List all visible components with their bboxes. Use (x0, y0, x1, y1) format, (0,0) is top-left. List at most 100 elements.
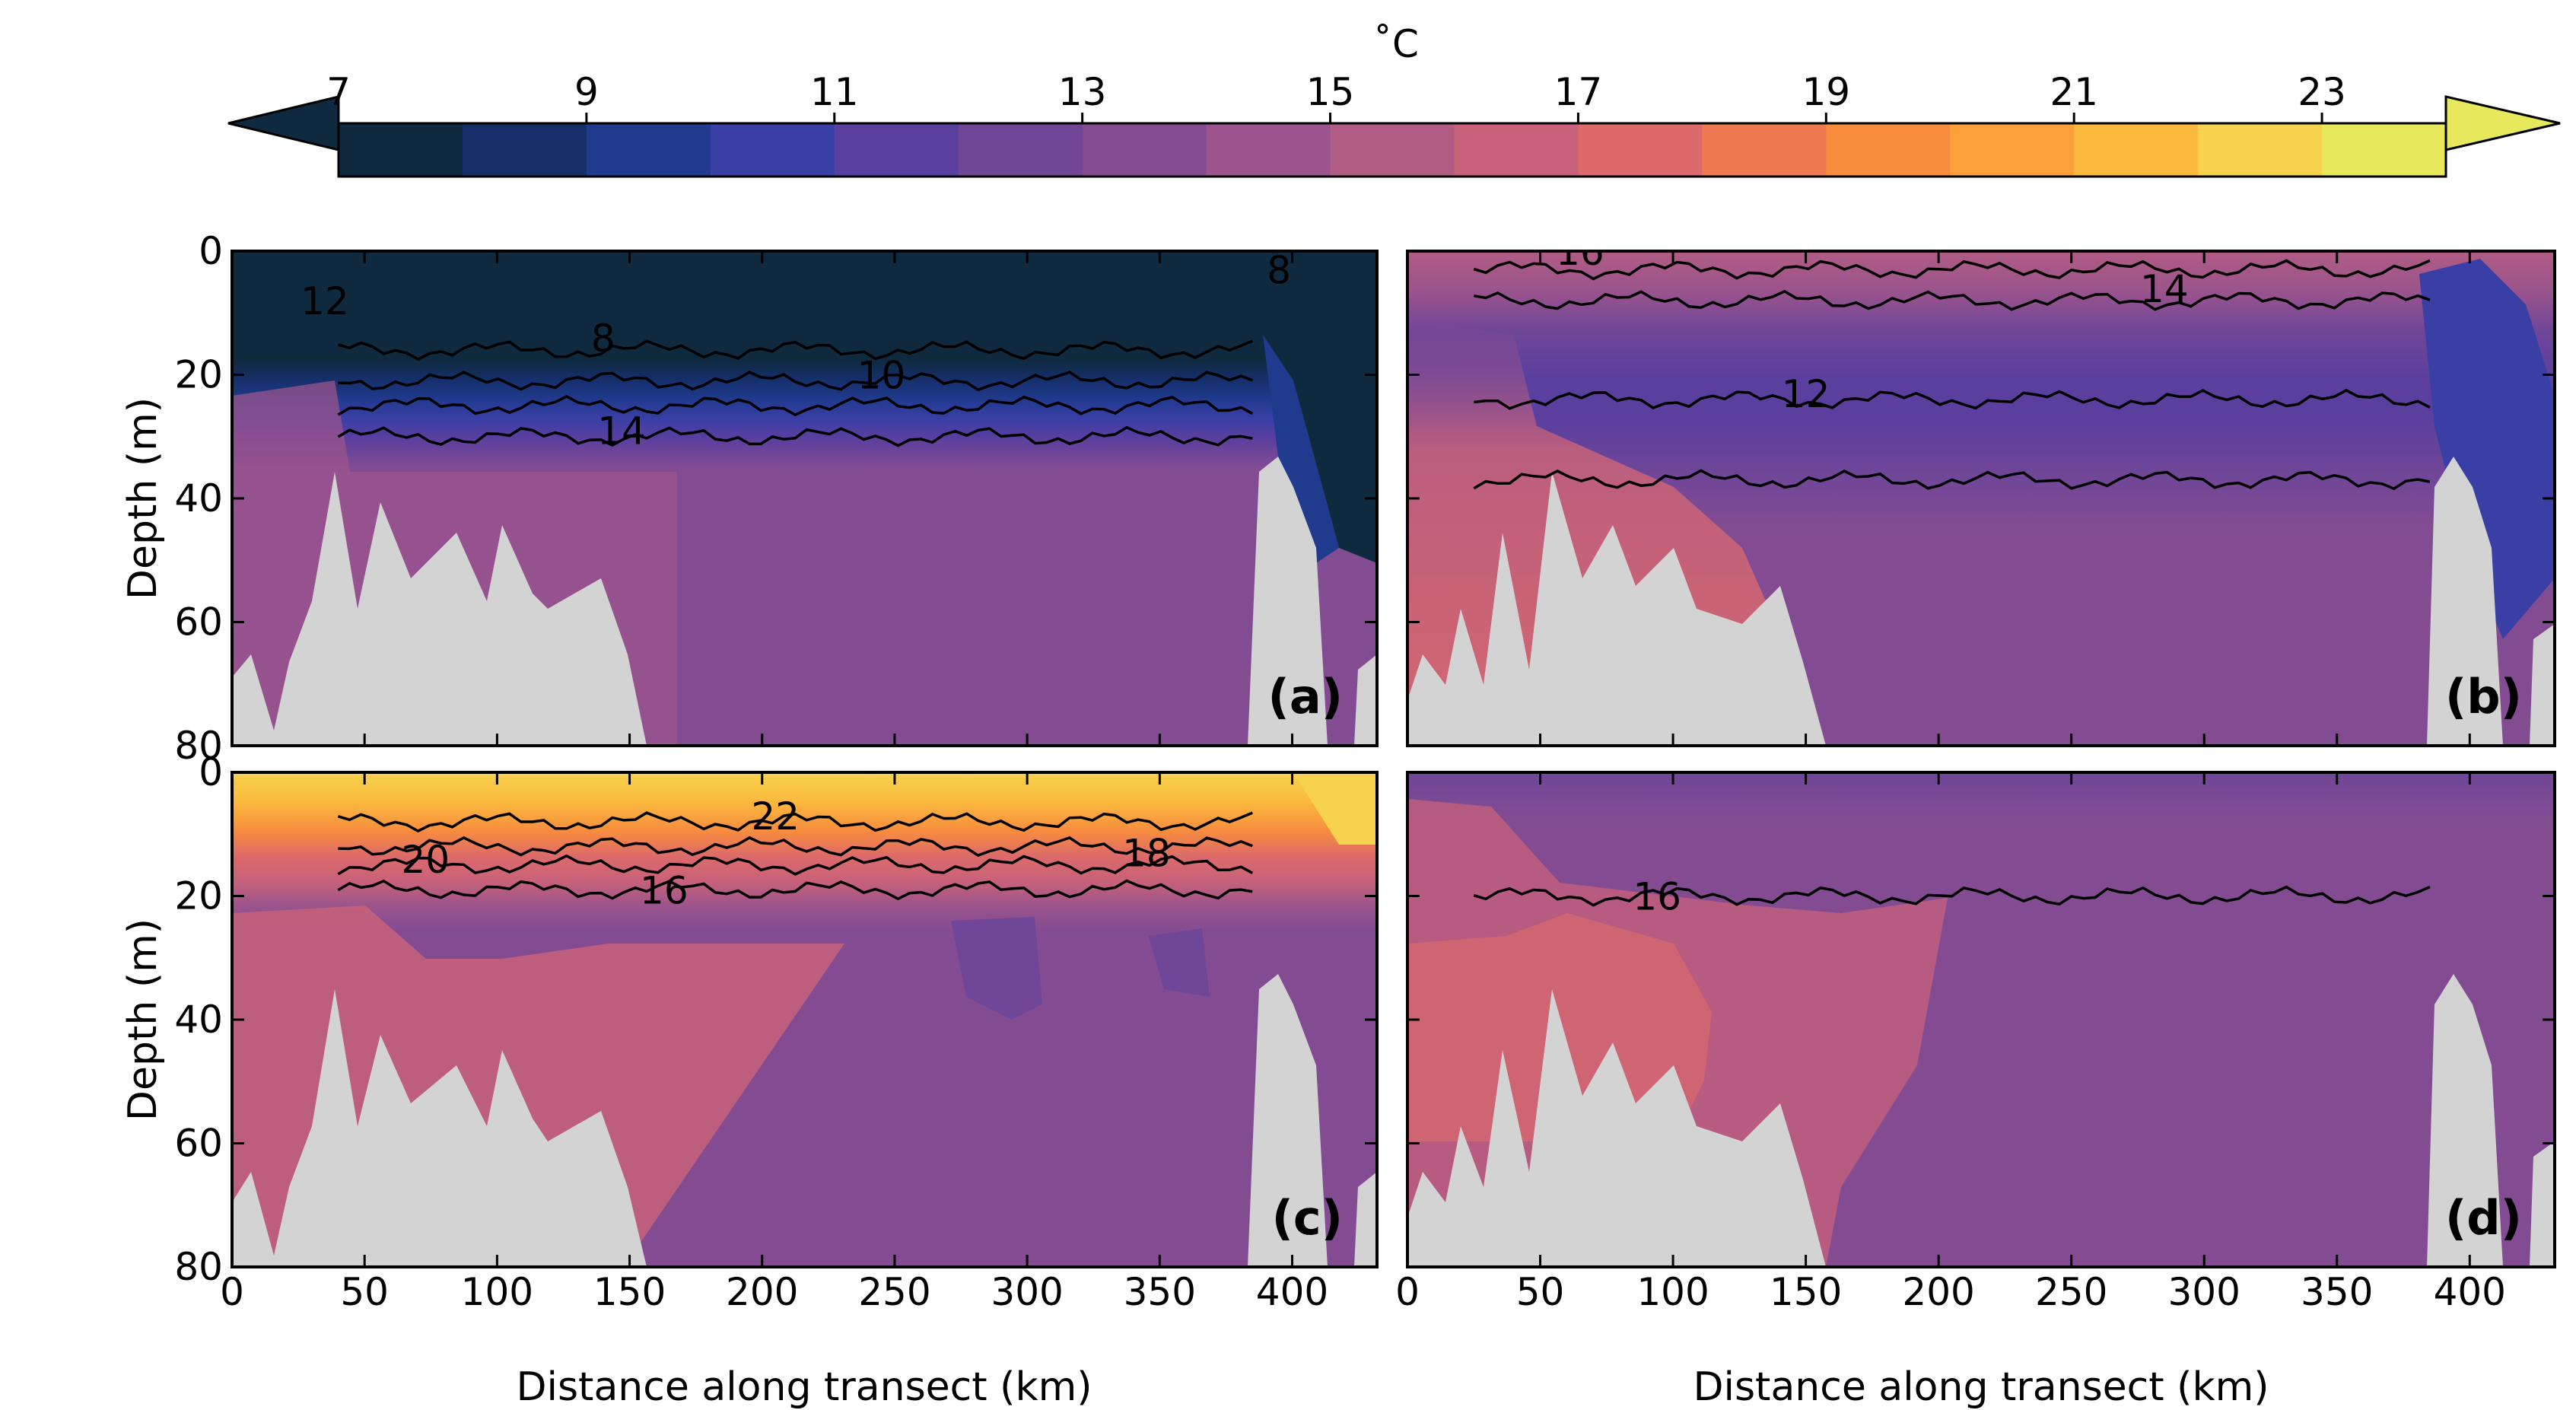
x-tick-label: 100 (1636, 1270, 1709, 1314)
panel-d: 16 (1407, 772, 2555, 1267)
x-tick-label: 350 (1124, 1270, 1196, 1314)
x-tick-label: 300 (2168, 1270, 2240, 1314)
contour-line (338, 371, 1253, 392)
panel-a: 12 8 10 14 8 (232, 248, 1377, 746)
contour-line (337, 854, 1254, 876)
contour-label: 16 (1556, 230, 1604, 274)
panel-d-contours: 16 (1473, 875, 2431, 919)
colorbar-cells (337, 122, 2447, 178)
contour-label: 18 (1122, 832, 1171, 876)
colorbar-tick-label: 9 (574, 70, 599, 114)
contour-line (337, 811, 1253, 833)
colorbar-tick-label: 11 (810, 70, 859, 114)
panel-c-seafloor-slope (1248, 974, 1328, 1267)
colorbar-cell (1950, 123, 2075, 177)
contour-line (338, 835, 1253, 858)
panel-b: 16 14 12 (1407, 230, 2555, 746)
colorbar-cell (462, 123, 587, 177)
contour-line (1474, 388, 2431, 410)
y-tick-label: 80 (174, 1245, 223, 1289)
contour-label: 22 (751, 794, 800, 839)
panel-b-seafloor-slope (2427, 457, 2503, 746)
colorbar-cell (339, 123, 463, 177)
panel-c-contours: 22 20 18 16 (337, 794, 1254, 912)
colorbar-cell (586, 123, 711, 177)
panel-a-contours: 12 8 10 14 8 (301, 248, 1291, 454)
colorbar-cell (1826, 123, 1951, 177)
panel-d-seafloor-edge (2530, 1141, 2555, 1267)
colorbar-ticks: 7 9 11 13 15 17 19 21 23 (326, 70, 2346, 123)
colorbar-tick-label: 19 (1802, 70, 1850, 114)
colorbar-cell (2322, 123, 2447, 177)
x-tick-label: 150 (593, 1270, 666, 1314)
panel-d-label: (d) (2445, 1190, 2522, 1246)
colorbar-tick-label: 13 (1058, 70, 1107, 114)
x-tick-label: 200 (726, 1270, 798, 1314)
y-tick-label: 40 (174, 476, 223, 520)
x-tick-label: 150 (1770, 1270, 1842, 1314)
y-axis-label-bottom: Depth (m) (120, 918, 166, 1121)
colorbar-cell (1082, 123, 1207, 177)
panel-b-seafloor-shelf (1407, 472, 1826, 746)
y-tick-label: 40 (174, 998, 223, 1042)
contour-line (1473, 259, 2431, 281)
colorbar-tick-label: 15 (1306, 70, 1355, 114)
x-tick-label: 300 (991, 1270, 1063, 1314)
colorbar-cell (834, 123, 959, 177)
colorbar-tick-label: 23 (2298, 70, 2346, 114)
contour-label: 12 (301, 279, 349, 323)
panel-c-cold-patch-2 (1149, 928, 1210, 997)
colorbar-tick-label: 17 (1554, 70, 1603, 114)
panel-a-cold-slope-2 (1263, 335, 1339, 578)
contour-label: 10 (857, 354, 906, 398)
contour-line (1473, 469, 2431, 491)
panel-b-seafloor-edge (2530, 624, 2555, 746)
x-tick-label: 100 (461, 1270, 533, 1314)
y-axis-label-top: Depth (m) (120, 397, 166, 600)
panel-c-cold-patch-1 (951, 917, 1042, 1020)
colorbar-cell (1206, 123, 1331, 177)
colorbar-extend-low (227, 95, 340, 151)
panel-a-seafloor-edge (1354, 654, 1377, 746)
colorbar-cell (958, 123, 1083, 177)
panel-d-seafloor-shelf (1407, 989, 1826, 1267)
contour-line (337, 425, 1253, 447)
panel-c-warm-edge (1293, 772, 1377, 845)
colorbar-unit: ˚C (1373, 22, 1419, 66)
contour-line (1473, 885, 2431, 907)
y-tick-label: 80 (174, 724, 223, 768)
colorbar-cell (2198, 123, 2323, 177)
contour-label: 8 (1267, 248, 1291, 292)
contour-label: 8 (591, 317, 615, 361)
x-tick-label: 400 (1256, 1270, 1328, 1314)
contour-line (337, 339, 1253, 361)
colorbar-tick-label: 21 (2050, 70, 2098, 114)
contour-line (337, 395, 1254, 417)
colorbar-extend-high (2444, 95, 2561, 151)
y-tick-label: 20 (174, 353, 223, 397)
colorbar-cell (1454, 123, 1579, 177)
contour-label: 16 (1633, 875, 1681, 919)
y-tick-label: 60 (174, 600, 223, 645)
panel-a-cold-slope (1248, 251, 1377, 563)
colorbar-tick-label: 7 (326, 70, 351, 114)
x-axis-label-right: Distance along transect (km) (1693, 1364, 2269, 1410)
x-tick-label: 350 (2301, 1270, 2373, 1314)
x-tick-label: 250 (2035, 1270, 2107, 1314)
panel-c-label: (c) (1272, 1190, 1343, 1246)
panel-a-seafloor-slope (1248, 457, 1328, 746)
contour-line (337, 879, 1253, 901)
contour-label: 12 (1782, 372, 1830, 416)
panel-b-cold-slope (2419, 259, 2555, 639)
colorbar-cell (710, 123, 835, 177)
colorbar-cell (2074, 123, 2199, 177)
x-tick-label: 0 (220, 1270, 244, 1314)
y-tick-label: 0 (199, 229, 223, 273)
panel-c: 22 20 18 16 (232, 772, 1377, 1267)
contour-label: 14 (2140, 267, 2189, 311)
x-tick-label: 200 (1902, 1270, 1974, 1314)
contour-label: 16 (640, 868, 689, 912)
x-tick-label: 400 (2434, 1270, 2506, 1314)
